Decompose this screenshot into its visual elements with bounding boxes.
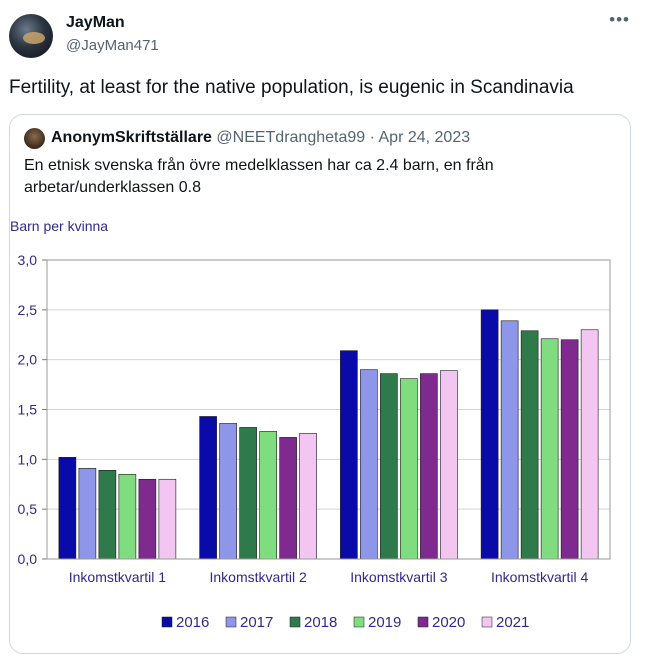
bar-2017-q4 [500, 320, 519, 560]
user-handle[interactable]: @JayMan471 [66, 37, 159, 54]
bar-2016-q2 [199, 416, 217, 560]
avatar[interactable] [9, 14, 53, 58]
bar-2018-q1 [98, 469, 117, 560]
y-axis-label: Barn per kvinna [10, 218, 108, 234]
bar-2018-q4 [520, 330, 539, 560]
bar-2017-q1 [78, 468, 97, 560]
bar-2018-q2 [239, 427, 257, 560]
bar-2020-q2 [279, 437, 297, 560]
x-tick-label: Inkomstkvartil 3 [350, 569, 447, 585]
bar-2018-q3 [380, 373, 398, 560]
legend-swatch-2021 [481, 616, 493, 628]
display-name[interactable]: JayMan [66, 14, 125, 31]
legend-swatch-2018 [289, 616, 301, 628]
legend-swatch-2017 [225, 616, 237, 628]
bar-2017-q3 [360, 369, 378, 560]
bar-2019-q3 [400, 378, 418, 560]
legend-swatch-2016 [161, 616, 173, 628]
quoted-text: En etnisk svenska från övre medelklassen… [24, 157, 494, 196]
legend-label-2020: 2020 [432, 614, 465, 631]
bar-2019-q4 [540, 338, 559, 560]
x-tick-label: Inkomstkvartil 2 [210, 569, 307, 585]
quoted-display-name[interactable]: AnonymSkriftställare [51, 129, 212, 146]
bar-2016-q3 [340, 350, 358, 560]
bar-2020-q4 [560, 339, 579, 560]
more-horizontal-icon[interactable]: ••• [609, 10, 630, 29]
plot-frame [46, 259, 611, 560]
y-tick-label: 0,0 [18, 551, 38, 567]
legend-label-2017: 2017 [240, 614, 273, 631]
quoted-tweet-card[interactable]: AnonymSkriftställare @NEETdrangheta99 · … [9, 114, 631, 654]
bar-2021-q1 [158, 478, 177, 560]
x-tick-label: Inkomstkvartil 1 [69, 569, 166, 585]
y-tick-label: 1,5 [18, 402, 38, 418]
bar-2017-q2 [219, 423, 237, 560]
legend-label-2018: 2018 [304, 614, 337, 631]
bar-2019-q1 [118, 473, 137, 560]
bar-2021-q3 [440, 370, 458, 560]
bar-2016-q1 [58, 457, 77, 560]
quoted-avatar[interactable] [24, 128, 45, 149]
y-tick-label: 3,0 [18, 252, 38, 268]
legend-swatch-2020 [417, 616, 429, 628]
bar-2020-q3 [420, 373, 438, 560]
x-tick-label: Inkomstkvartil 4 [491, 569, 588, 585]
legend-label-2019: 2019 [368, 614, 401, 631]
legend-label-2016: 2016 [176, 614, 209, 631]
bar-2021-q4 [580, 329, 599, 560]
legend-label-2021: 2021 [496, 614, 529, 631]
y-tick-label: 2,0 [18, 352, 38, 368]
bar-2016-q4 [480, 309, 499, 560]
bar-2019-q2 [259, 431, 277, 560]
legend-swatch-2019 [353, 616, 365, 628]
tweet-text: Fertility, at least for the native popul… [9, 77, 574, 98]
y-tick-label: 1,0 [18, 451, 38, 467]
quoted-meta[interactable]: @NEETdrangheta99 · Apr 24, 2023 [216, 129, 471, 146]
y-tick-label: 0,5 [18, 501, 38, 517]
bar-2020-q1 [138, 478, 157, 560]
bar-2021-q2 [299, 433, 317, 560]
quoted-header: AnonymSkriftställare @NEETdrangheta99 · … [51, 129, 470, 147]
y-tick-label: 2,5 [18, 302, 38, 318]
